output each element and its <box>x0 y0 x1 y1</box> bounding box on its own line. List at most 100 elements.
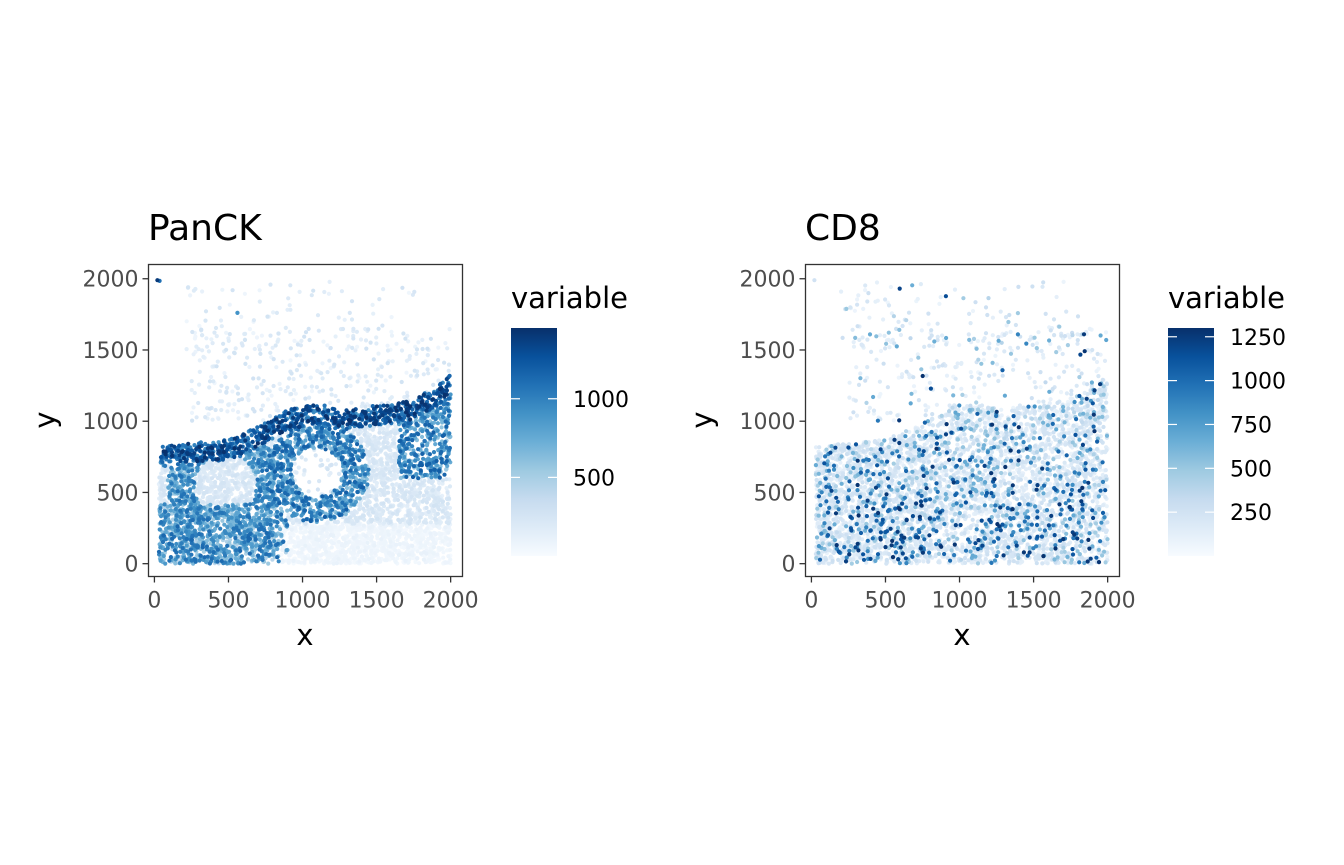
data-point <box>276 408 281 413</box>
data-point <box>333 393 338 399</box>
data-point <box>384 445 389 450</box>
data-point <box>217 534 222 540</box>
data-point <box>257 516 262 521</box>
data-point <box>429 475 434 480</box>
data-point <box>204 336 209 341</box>
data-point <box>235 386 240 391</box>
data-point <box>420 511 425 517</box>
data-point <box>214 364 219 369</box>
data-point <box>217 389 223 394</box>
data-point <box>409 494 414 499</box>
data-point <box>225 409 230 414</box>
data-point <box>418 540 423 545</box>
data-point <box>274 310 279 315</box>
data-point <box>220 480 225 485</box>
data-point <box>209 374 214 380</box>
data-point <box>364 553 369 558</box>
data-point <box>162 502 167 507</box>
data-point <box>414 347 420 352</box>
data-point <box>203 415 208 420</box>
data-point <box>208 502 213 507</box>
data-point <box>388 469 393 474</box>
data-point <box>445 346 450 351</box>
data-point <box>370 510 376 515</box>
data-point <box>424 500 429 505</box>
data-point <box>350 521 355 526</box>
data-point <box>168 508 173 513</box>
data-point <box>313 453 318 458</box>
data-point <box>199 327 204 332</box>
data-point <box>361 523 366 528</box>
data-point <box>415 556 420 561</box>
data-point <box>177 561 182 566</box>
data-point <box>182 466 187 471</box>
data-point <box>217 399 222 404</box>
data-point <box>320 462 325 468</box>
data-point <box>339 559 344 565</box>
data-point <box>261 450 266 455</box>
data-point <box>179 479 184 484</box>
data-point <box>336 556 341 562</box>
data-point <box>344 384 349 389</box>
data-point <box>215 523 220 528</box>
data-point <box>202 491 207 496</box>
data-point <box>341 537 346 542</box>
data-point <box>372 434 377 439</box>
data-point <box>288 507 293 512</box>
data-point <box>349 317 355 322</box>
data-point <box>374 528 379 533</box>
data-point <box>175 554 180 559</box>
data-point <box>197 358 202 363</box>
data-point <box>409 537 414 542</box>
data-point <box>259 509 265 514</box>
data-point <box>303 556 309 561</box>
data-point <box>243 331 248 336</box>
data-point <box>268 333 273 338</box>
data-point <box>307 433 312 438</box>
data-point <box>320 376 325 381</box>
data-point <box>259 407 264 412</box>
data-point <box>206 349 211 354</box>
data-point <box>213 407 218 413</box>
data-point <box>434 409 439 414</box>
data-point <box>362 432 367 437</box>
data-point <box>230 408 236 413</box>
data-point <box>371 390 376 395</box>
data-point <box>339 543 345 548</box>
data-point <box>418 490 423 495</box>
data-point <box>336 471 342 476</box>
data-point <box>184 347 189 352</box>
data-point <box>270 533 275 538</box>
data-point <box>442 360 447 365</box>
data-point <box>190 468 195 473</box>
data-point <box>196 506 201 511</box>
data-point <box>183 529 188 534</box>
data-point <box>366 467 371 472</box>
data-point <box>351 475 356 480</box>
data-point <box>275 546 280 552</box>
data-point <box>412 533 417 539</box>
data-point <box>197 382 202 387</box>
data-point <box>350 345 355 350</box>
data-point <box>254 488 259 494</box>
data-point <box>173 474 178 479</box>
data-point <box>385 476 390 481</box>
data-point <box>328 400 333 405</box>
data-point <box>272 539 277 544</box>
data-point <box>195 486 200 491</box>
data-point <box>220 493 225 498</box>
data-point <box>392 441 397 446</box>
data-point <box>169 465 174 470</box>
data-point <box>197 323 202 329</box>
data-point <box>203 309 209 314</box>
data-point <box>351 547 356 552</box>
data-point <box>203 318 208 323</box>
data-point <box>245 413 250 418</box>
data-point <box>361 513 366 519</box>
data-point <box>264 495 269 500</box>
data-point <box>271 383 276 389</box>
data-point <box>377 297 382 302</box>
data-point <box>328 345 333 351</box>
data-point <box>221 476 226 481</box>
data-point <box>381 501 386 506</box>
